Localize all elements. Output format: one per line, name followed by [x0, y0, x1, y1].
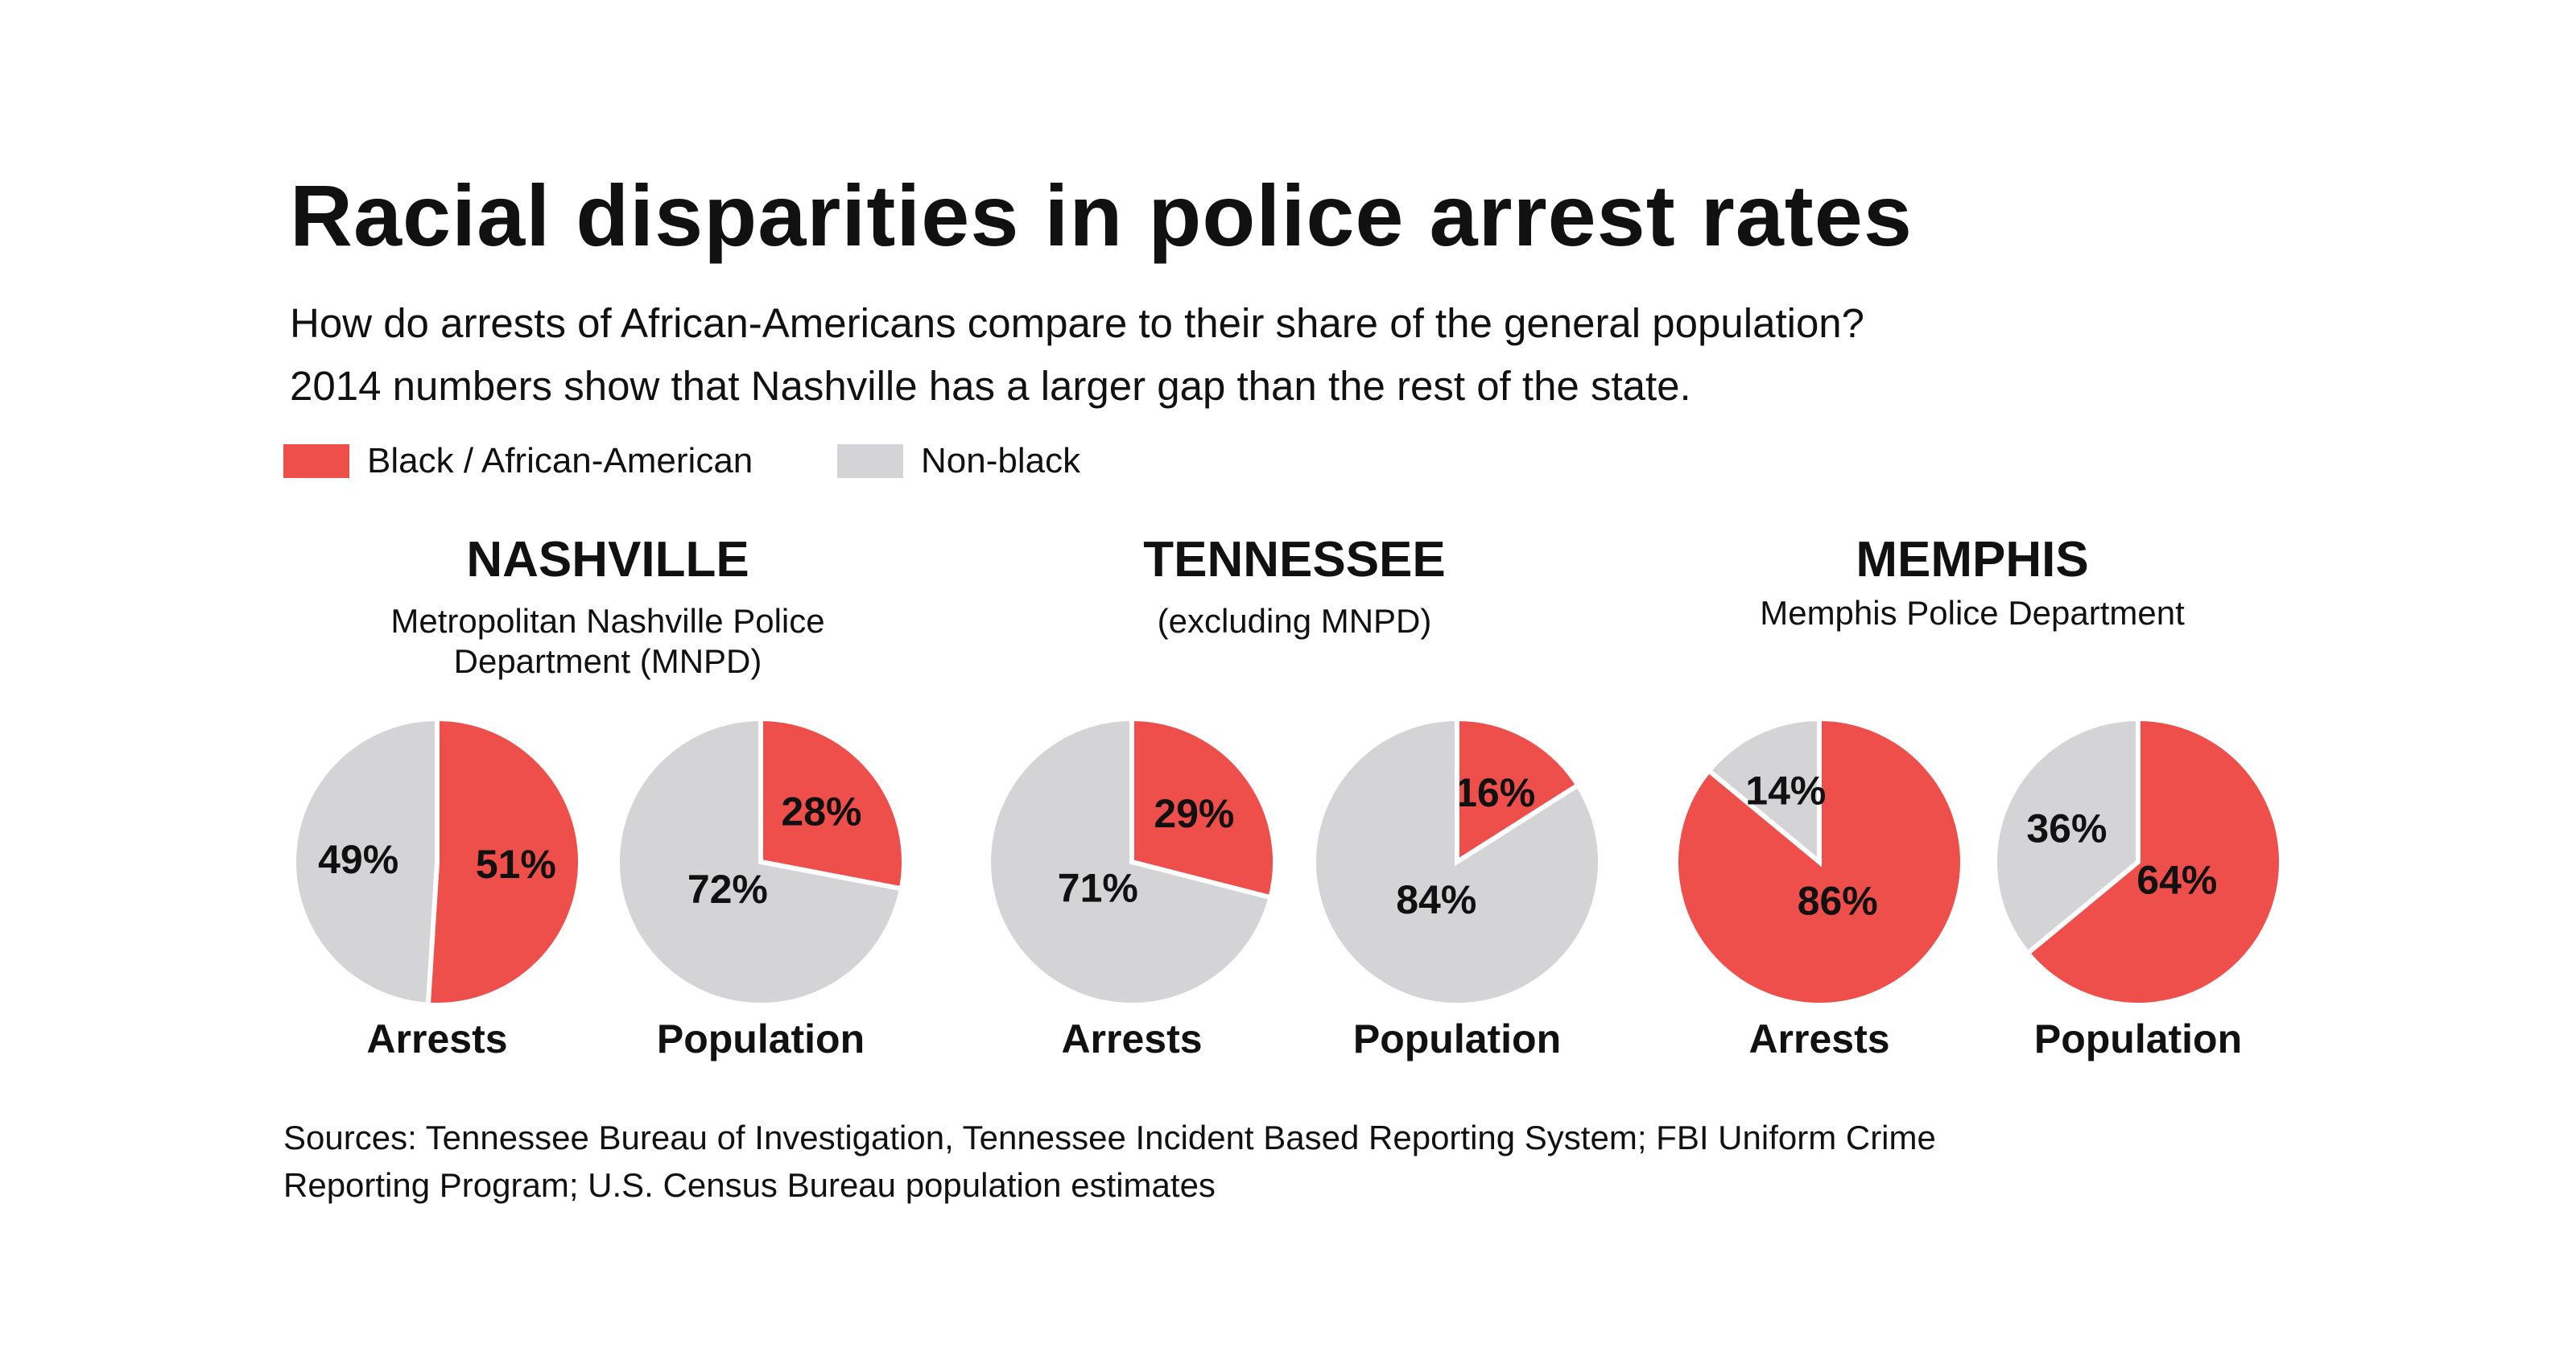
group-title: TENNESSEE: [1143, 532, 1446, 587]
pie-slice-black-label: 29%: [1154, 791, 1234, 836]
pie-slice-black-label: 28%: [781, 789, 861, 835]
pie-slice-nonblack-label: 36%: [2026, 806, 2107, 851]
pie-slice-nonblack-label: 14%: [1745, 768, 1826, 813]
sources-line-2: Reporting Program; U.S. Census Bureau po…: [283, 1166, 1216, 1204]
chart-subtitle-line-2: 2014 numbers show that Nashville has a l…: [290, 363, 1691, 409]
pie-slice-black-label: 16%: [1455, 770, 1535, 815]
legend-swatch-nonblack: [837, 444, 903, 478]
pie-category-label: Population: [2033, 1016, 2243, 1061]
pie-slice-nonblack-label: 84%: [1396, 877, 1476, 922]
group-subtitle-line-1: Metropolitan Nashville Police: [390, 602, 825, 640]
pie-slice-black: [2024, 715, 2284, 1008]
pie-slice-black: [1674, 715, 1965, 1008]
pie-category-label: Population: [656, 1016, 865, 1061]
chart-title: Racial disparities in police arrest rate…: [290, 167, 1913, 264]
group-title: MEMPHIS: [1856, 532, 2089, 587]
chart-subtitle-line-1: How do arrests of African-Americans comp…: [290, 300, 1865, 346]
pie-slice-nonblack: [1992, 715, 2140, 957]
group-subtitle-line-2: Department (MNPD): [453, 642, 762, 680]
pie-slice-nonblack: [1705, 715, 1822, 868]
pie-slice-nonblack: [291, 715, 440, 1008]
pie-category-label: Population: [1352, 1016, 1562, 1061]
legend-item-black: Black / African-American: [283, 441, 753, 480]
pie-slice-black: [425, 715, 583, 1008]
group-memphis-header: MEMPHIS Memphis Police Department: [1610, 531, 2334, 633]
legend-label-nonblack: Non-black: [921, 441, 1081, 480]
pie-slice-black-label: 51%: [476, 842, 556, 887]
pie-category-label: Arrests: [366, 1016, 508, 1061]
pie-slice-nonblack-label: 71%: [1058, 866, 1138, 911]
pie-slice-nonblack-label: 49%: [318, 837, 398, 882]
legend-item-nonblack: Non-black: [837, 441, 1081, 480]
group-tennessee-header: TENNESSEE (excluding MNPD): [932, 531, 1657, 641]
pie-slice-nonblack: [986, 715, 1274, 1008]
group-nashville-header: NASHVILLE Metropolitan Nashville Police …: [246, 531, 970, 682]
pie-slice-nonblack: [615, 715, 905, 1008]
pie-slice-nonblack-label: 72%: [687, 867, 768, 912]
pie-slice-black: [1129, 715, 1278, 901]
group-subtitle-line-1: (excluding MNPD): [1157, 602, 1432, 640]
group-title: NASHVILLE: [466, 532, 749, 587]
pie-slice-black: [1455, 715, 1582, 867]
pie-category-label: Arrests: [1061, 1016, 1203, 1061]
group-subtitle-line-1: Memphis Police Department: [1760, 594, 2185, 632]
pie-slice-black-label: 86%: [1798, 878, 1878, 923]
legend-label-black: Black / African-American: [367, 441, 753, 480]
pie-slice-black: [758, 715, 906, 892]
pie-slice-black-label: 64%: [2136, 858, 2217, 903]
pie-slice-nonblack: [1311, 715, 1603, 1008]
pie-category-label: Arrests: [1748, 1016, 1890, 1061]
sources-line-1: Sources: Tennessee Bureau of Investigati…: [283, 1119, 1936, 1156]
legend-swatch-black: [283, 444, 349, 478]
